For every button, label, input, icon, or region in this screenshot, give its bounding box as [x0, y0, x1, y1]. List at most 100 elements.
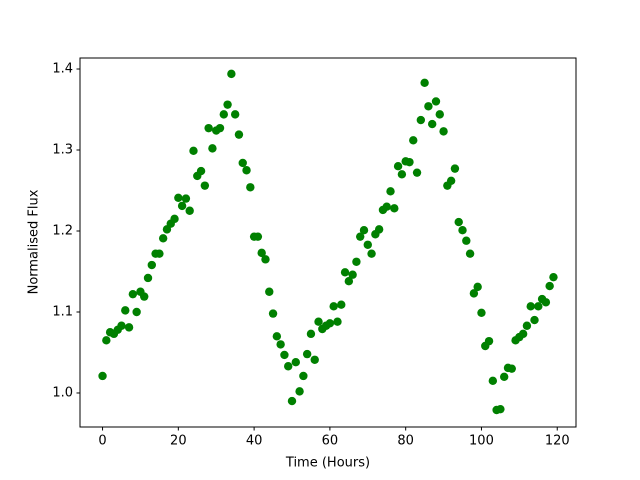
point [367, 249, 376, 258]
point [261, 255, 270, 264]
point [128, 289, 138, 299]
point [124, 323, 134, 332]
x-axis-label: Time (Hours) [285, 456, 370, 471]
point [393, 162, 403, 171]
point [302, 349, 312, 359]
point [276, 340, 285, 349]
point [534, 302, 543, 311]
point [340, 268, 350, 277]
point [412, 168, 422, 177]
point [102, 336, 111, 345]
point [272, 332, 282, 341]
point [359, 225, 369, 235]
point [325, 319, 335, 328]
point [545, 281, 554, 291]
point [541, 298, 551, 307]
point [223, 100, 232, 109]
point [356, 232, 365, 241]
point [238, 158, 247, 168]
point [257, 248, 266, 258]
point [253, 232, 263, 241]
point [428, 119, 437, 129]
point [344, 277, 354, 286]
point [170, 214, 179, 224]
point [431, 97, 441, 106]
point [234, 130, 244, 139]
x-tick-label: 100 [469, 434, 494, 449]
x-tick-label: 0 [98, 434, 106, 449]
point [409, 136, 418, 145]
point [219, 110, 228, 119]
point [215, 123, 225, 133]
point [518, 329, 528, 339]
y-tick-label: 1.0 [52, 385, 73, 400]
point [530, 315, 539, 325]
point [117, 321, 126, 330]
point [446, 176, 456, 185]
point [424, 102, 433, 111]
point [386, 187, 395, 196]
y-tick-label: 1.4 [52, 62, 73, 77]
point [333, 317, 342, 326]
point [204, 123, 213, 133]
point [454, 217, 463, 227]
point [299, 371, 308, 381]
point [291, 358, 300, 367]
y-axis-label: Normalised Flux [27, 189, 42, 294]
x-tick-label: 20 [170, 434, 187, 449]
point [496, 404, 505, 414]
point [390, 204, 399, 213]
point [310, 355, 319, 364]
point [174, 193, 183, 202]
point [526, 302, 535, 311]
point [306, 329, 316, 339]
point [143, 273, 153, 283]
point [499, 372, 509, 381]
point [189, 146, 198, 156]
point [280, 350, 289, 360]
point [484, 336, 494, 346]
point [416, 115, 426, 125]
point [374, 225, 384, 234]
point [246, 183, 255, 192]
point [488, 376, 498, 386]
point [522, 321, 532, 330]
point [181, 194, 191, 203]
point [140, 292, 149, 301]
point [287, 396, 297, 406]
point [295, 387, 304, 396]
x-tick-label: 60 [322, 434, 339, 449]
y-tick-label: 1.3 [52, 143, 73, 158]
point [98, 371, 107, 381]
point [268, 309, 278, 318]
point [230, 110, 240, 119]
point [337, 300, 346, 309]
x-tick-label: 120 [545, 434, 570, 449]
point [458, 225, 467, 235]
point [469, 289, 479, 298]
x-tick-label: 40 [246, 434, 263, 449]
point [329, 302, 338, 311]
point [177, 201, 187, 211]
point [227, 69, 236, 79]
point [420, 78, 429, 87]
point [242, 166, 251, 175]
point [549, 272, 558, 282]
point [121, 306, 130, 315]
point [450, 164, 460, 173]
point [158, 234, 168, 243]
point [348, 270, 357, 279]
point [196, 166, 206, 176]
point [507, 364, 516, 373]
point [363, 240, 372, 249]
y-tick-label: 1.1 [52, 304, 73, 319]
point [208, 144, 217, 153]
point [314, 317, 323, 326]
x-tick-label: 80 [397, 434, 414, 449]
plot-frame [79, 57, 577, 428]
point [265, 287, 274, 296]
point [352, 257, 361, 266]
point [473, 282, 482, 292]
